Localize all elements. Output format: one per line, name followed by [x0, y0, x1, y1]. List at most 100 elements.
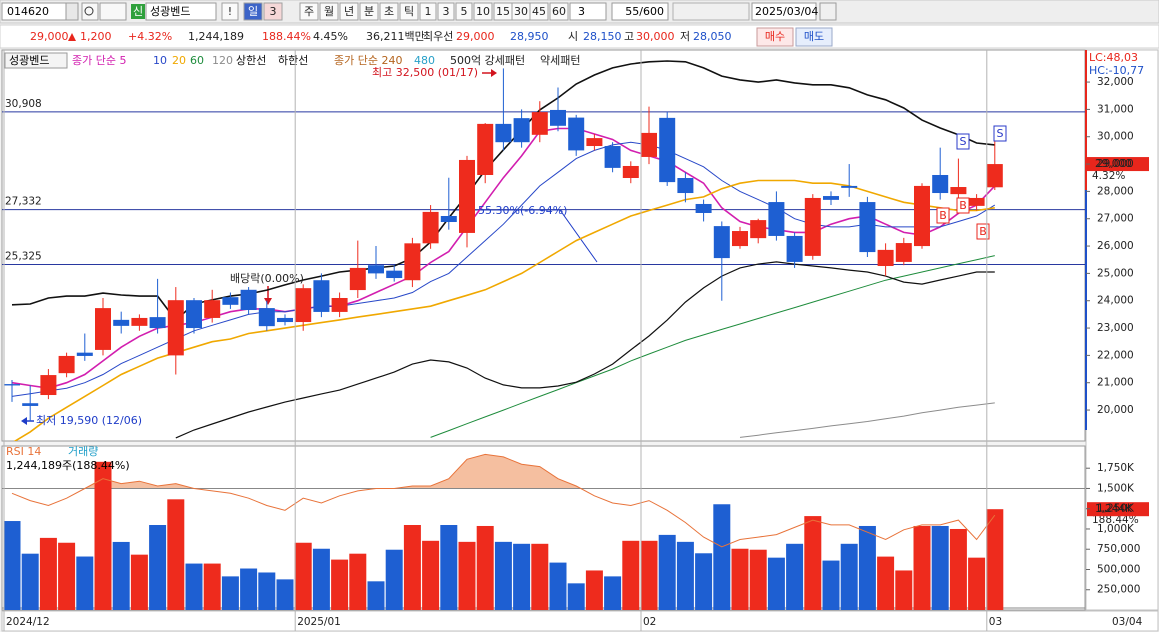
sound-button[interactable] — [99, 2, 127, 21]
volume-bar — [422, 540, 440, 610]
candle-body — [986, 164, 1003, 188]
signal-label: B — [939, 209, 947, 222]
signal-box — [976, 223, 990, 240]
volume-bar — [931, 525, 949, 610]
y-tick-label: 20,000 — [1097, 404, 1134, 416]
candle-body — [258, 308, 275, 327]
quote-item: 고 — [624, 30, 634, 43]
toolbar-button-label: 일 — [248, 4, 258, 18]
volume-bar — [840, 543, 858, 610]
sell-button[interactable] — [795, 27, 833, 47]
calendar-button[interactable] — [819, 2, 837, 21]
volume-tick-label: 1,250K — [1097, 503, 1135, 515]
candle-body — [240, 289, 257, 311]
overlay-layer: 성광벤드 4.32% 188.44% RSI 14 거래량 1,244,189주… — [4, 52, 1149, 526]
volume-bar — [385, 549, 403, 610]
interval-box[interactable] — [569, 2, 607, 21]
buy-button[interactable] — [756, 27, 794, 47]
toolbar-button[interactable] — [455, 2, 473, 21]
rsi-line — [11, 453, 996, 548]
legend-entry: 하한선 — [278, 53, 308, 67]
signal-box — [993, 125, 1007, 142]
candle-body — [295, 288, 312, 323]
volume-bar — [585, 570, 603, 610]
candle-body — [422, 211, 439, 244]
quote-item: 1,244,189 — [188, 30, 244, 43]
volume-bar — [895, 570, 913, 610]
low-arrow-head — [21, 417, 27, 425]
signal-label: B — [959, 199, 967, 212]
volume-tick-label: 1,000K — [1097, 523, 1135, 535]
interval: 3 — [578, 5, 585, 18]
quote-item: 저 — [680, 30, 690, 43]
candle-body — [622, 165, 639, 179]
volume-bar — [567, 583, 585, 610]
toolbar-button[interactable] — [359, 2, 379, 21]
toolbar-button[interactable] — [379, 2, 399, 21]
legend-entry: 480 — [414, 54, 435, 67]
dropdown[interactable] — [65, 2, 79, 21]
toolbar-button[interactable] — [529, 2, 549, 21]
candle-body — [568, 117, 585, 151]
candle-body — [732, 231, 748, 247]
indicator-line — [175, 261, 995, 439]
y-tick-label: 27,000 — [1097, 213, 1134, 225]
candle-body — [932, 174, 949, 194]
candle-body — [659, 117, 676, 183]
range: 55/600 — [625, 5, 664, 18]
toolbar-button[interactable] — [263, 2, 283, 21]
volume-bar — [986, 509, 1004, 610]
volume-bar — [622, 540, 640, 610]
toolbar-button-label: ! — [228, 5, 232, 18]
toolbar-button[interactable] — [437, 2, 455, 21]
x-tick-label: 2024/12 — [6, 616, 50, 628]
candle-body — [877, 249, 894, 267]
volume-summary: 1,244,189주(188.44%) — [6, 459, 130, 472]
price-plot — [2, 60, 1085, 441]
candle-body — [131, 317, 148, 326]
candle-body — [313, 280, 330, 312]
rsi-overbought-group — [84, 454, 581, 489]
date-box[interactable] — [751, 2, 817, 21]
range-box[interactable] — [611, 2, 669, 21]
volume-bar — [312, 548, 330, 610]
market-label: 신 — [133, 5, 143, 18]
volume-bar — [349, 553, 367, 610]
volume-bar — [21, 553, 39, 610]
tool-icons[interactable] — [672, 2, 750, 21]
toolbar-button[interactable] — [221, 2, 239, 21]
candle-body — [368, 265, 384, 274]
signal-label: B — [979, 225, 987, 238]
signal-box — [956, 133, 970, 150]
y-tick-label: 26,000 — [1097, 240, 1134, 252]
search-button[interactable] — [81, 2, 99, 21]
toolbar-button[interactable] — [419, 2, 437, 21]
toolbar-button-label: 주 — [304, 5, 314, 18]
toolbar-button[interactable] — [299, 2, 319, 21]
toolbar-button-label: 60 — [552, 5, 566, 18]
candle-body — [750, 220, 767, 239]
toolbar-button[interactable] — [473, 2, 493, 21]
volume-bar — [913, 525, 931, 610]
toolbar-button[interactable] — [339, 2, 359, 21]
toolbar-button[interactable] — [399, 2, 419, 21]
volume-ratio: 188.44% — [1092, 514, 1139, 526]
toolbar-button[interactable] — [243, 2, 263, 21]
toolbar-button[interactable] — [549, 2, 569, 21]
search-icon — [84, 6, 94, 16]
toolbar-button-label: 3 — [443, 5, 450, 18]
candle-body — [95, 308, 111, 350]
toolbar-button[interactable] — [319, 2, 339, 21]
candle-body — [641, 132, 657, 157]
volume-tick-label: 1,750K — [1097, 462, 1135, 474]
volume-bar — [76, 556, 94, 610]
volume-bar — [786, 543, 804, 610]
y-tick-label: 23,000 — [1097, 322, 1134, 334]
volume-bar — [549, 562, 567, 610]
toolbar-button-label: 초 — [384, 5, 394, 18]
quote-item: 28,150 — [583, 30, 622, 43]
change-label: 4.32% — [1092, 170, 1125, 182]
x-tick-label: 02 — [643, 616, 656, 628]
candle-body — [167, 300, 184, 356]
